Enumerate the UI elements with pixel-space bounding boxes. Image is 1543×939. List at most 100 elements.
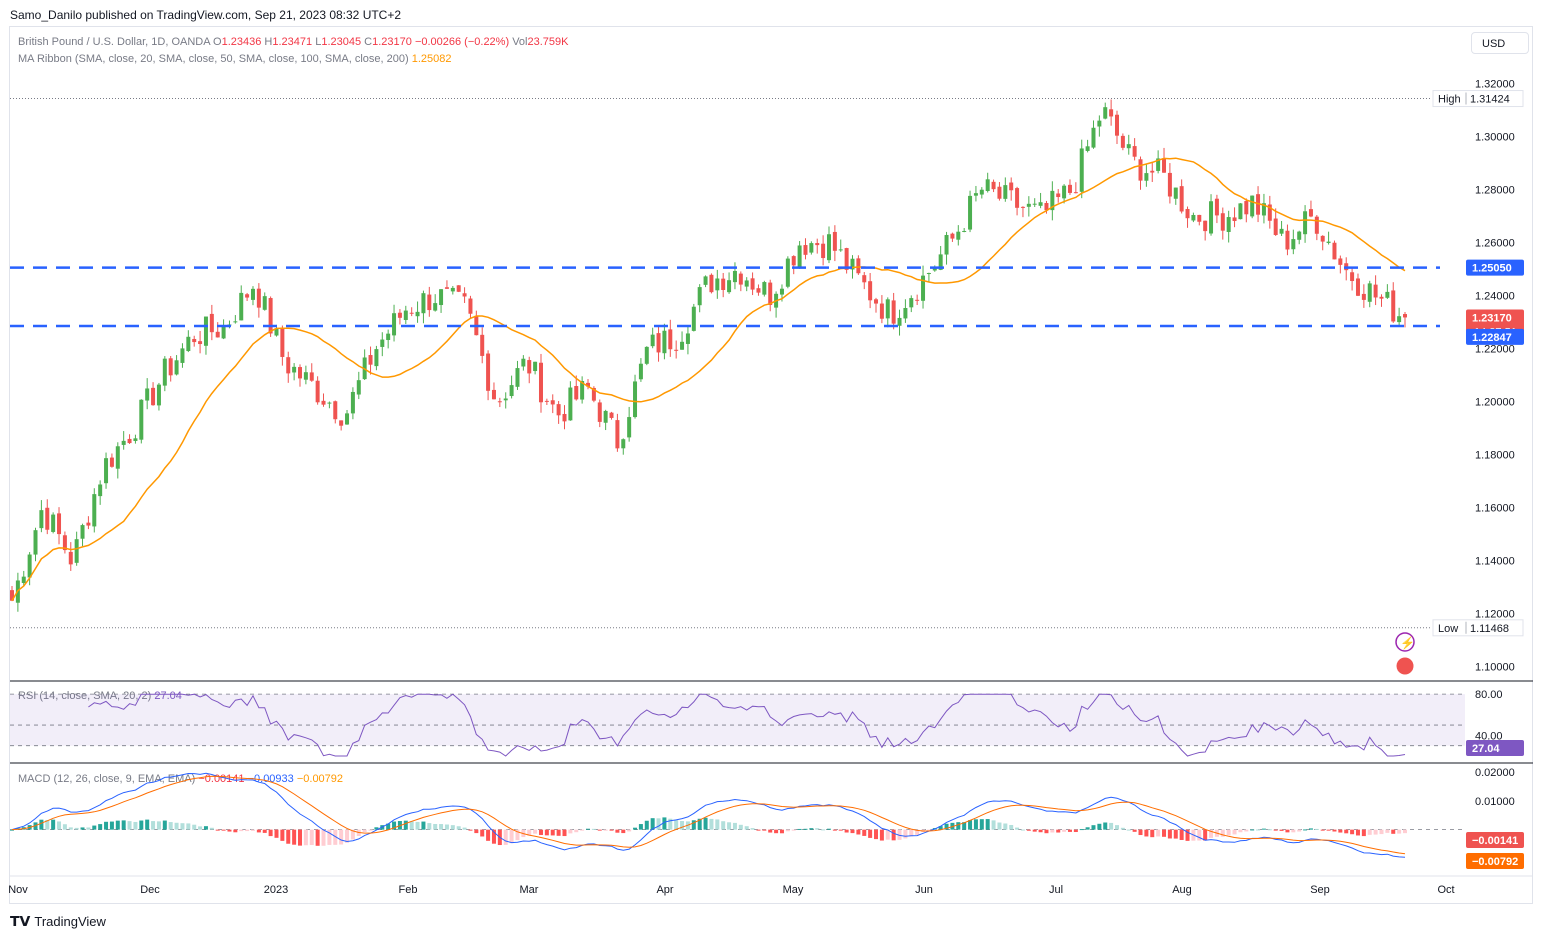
price-tick-label: 1.14000 [1475,556,1515,568]
candle-body [192,338,197,343]
candle-body [186,336,191,352]
candle-body [732,270,737,283]
candle-body [868,281,873,301]
candle-body [756,288,761,293]
candle-body [915,299,920,301]
macd-signal-tag-bg [1466,853,1524,869]
macd-histogram-bar [450,825,455,830]
candle-body [615,420,620,449]
ma-ribbon-legend[interactable]: MA Ribbon (SMA, close, 20, SMA, close, 5… [18,53,452,65]
candle-body [45,507,50,530]
candle-body [1361,293,1366,300]
price-tick-label: 1.18000 [1475,450,1515,462]
candle-body [1191,214,1196,221]
sma-20-line [11,157,1406,602]
candle-body [1097,120,1102,127]
macd-histogram-bar [680,821,685,830]
candle-body [215,331,220,338]
macd-tick-label: 0.02000 [1475,767,1515,779]
macd-hist-tag-bg [1466,832,1524,848]
rsi-legend[interactable]: RSI (14, close, SMA, 20, 2) 27.04 [18,690,182,702]
candle-body [844,248,849,270]
candle-body [826,234,831,261]
macd-histogram-bar [721,821,726,830]
candle-body [897,317,902,326]
macd-histogram-bar [815,828,820,830]
macd-histogram-bar [256,829,261,833]
candle-body [127,438,132,444]
macd-histogram-bar [362,829,367,832]
macd-histogram-bar [1244,829,1249,832]
rsi-line [88,693,1406,757]
macd-histogram-bar [92,825,97,830]
macd-histogram-bar [1173,829,1178,839]
candle-body [1209,201,1214,234]
rsi-value-tag-bg [1466,740,1524,756]
macd-histogram-bar [533,829,538,834]
candle-body [1244,201,1249,215]
candle-body [1297,231,1302,240]
x-axis-label: Feb [399,884,418,896]
candle-body [950,233,955,239]
macd-histogram-bar [1326,829,1331,831]
macd-histogram-bar [744,826,749,830]
macd-histogram-bar [415,821,420,830]
macd-histogram-bar [480,829,485,837]
macd-histogram-bar [286,829,291,844]
candle-body [109,457,114,467]
macd-histogram-bar [427,823,432,830]
macd-histogram-bar [1267,829,1272,831]
macd-histogram-bar [826,828,831,830]
candle-body [444,287,449,289]
macd-histogram-bar [462,827,467,830]
candle-body [121,440,126,445]
x-axis-label: Jun [915,884,933,896]
macd-histogram-bar [421,821,426,830]
price-tick-label: 1.16000 [1475,503,1515,515]
rsi-band [10,694,1465,746]
x-axis-label: Dec [140,884,160,896]
macd-histogram-bar [956,822,961,830]
candle-body [1120,135,1125,148]
macd-histogram-bar [156,821,161,830]
candle-body [1267,204,1272,221]
candle-body [356,380,361,395]
symbol-legend[interactable]: British Pound / U.S. Dollar, 1D, OANDA O… [18,36,568,48]
candle-body [198,341,203,345]
candle-body [315,380,320,403]
candle-body [1250,195,1255,217]
macd-histogram-bar [1332,829,1337,832]
candle-body [298,367,303,379]
macd-histogram-bar [750,828,755,830]
low-value: 1.23045 [321,36,362,48]
macd-histogram-bar [597,829,602,831]
macd-histogram-bar [650,818,655,830]
macd-histogram-bar [1050,829,1055,833]
candle-body [1062,185,1067,199]
macd-histogram-bar [832,829,837,831]
macd-histogram-bar [962,822,967,830]
candle-body [509,385,514,397]
currency-button[interactable]: USD [1471,32,1529,54]
candle-body [92,494,97,527]
rsi-value-tag: 27.04 [1472,743,1500,755]
candle-body [1397,316,1402,323]
candle-body [168,358,173,376]
candle-body [98,484,103,497]
candle-body [709,274,714,293]
x-axis-label: Mar [520,884,539,896]
candle-body [1338,258,1343,265]
candle-body [903,308,908,319]
candle-body [1326,241,1331,243]
candle-body [256,288,261,308]
candle-body [879,303,884,319]
change-value: −0.00266 (−0.22%) [414,36,510,48]
candle-body [926,273,931,275]
candle-body [750,278,755,290]
macd-histogram-bar [627,829,632,832]
macd-histogram-bar [897,829,902,840]
macd-histogram-bar [203,826,208,830]
macd-histogram-bar [791,829,796,831]
candle-body [280,328,285,357]
